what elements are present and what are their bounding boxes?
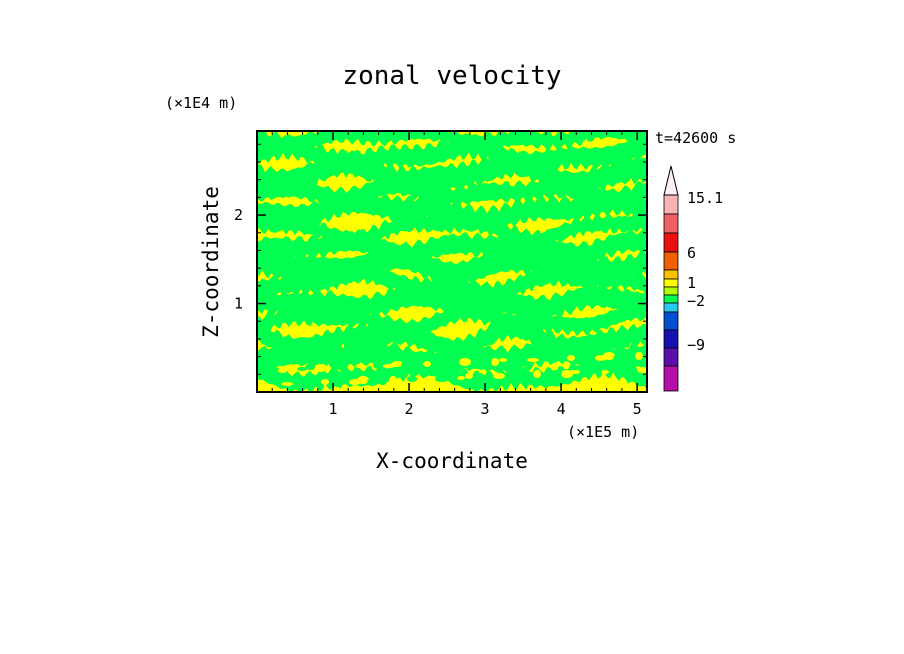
x-unit-label: (×1E5 m)	[567, 423, 639, 441]
chart-title: zonal velocity	[342, 61, 561, 91]
x-tick-label: 1	[329, 400, 338, 418]
colorbar-cell	[663, 194, 679, 215]
velocity-patch	[401, 361, 415, 369]
velocity-patch	[585, 355, 595, 359]
velocity-band	[257, 188, 647, 233]
colorbar-cell	[663, 294, 679, 304]
velocity-band	[257, 302, 647, 339]
velocity-patch	[459, 358, 471, 366]
velocity-patch	[257, 367, 271, 375]
x-tick-label: 3	[481, 400, 490, 418]
colorbar-cell	[663, 302, 679, 313]
velocity-patch	[279, 367, 287, 373]
colorbar-label: 6	[687, 244, 696, 262]
colorbar-cell	[663, 365, 679, 392]
velocity-patch	[637, 367, 647, 373]
velocity-band	[257, 261, 647, 304]
velocity-patch	[287, 364, 295, 372]
colorbar-label: −9	[687, 336, 705, 354]
velocity-patch	[315, 364, 327, 372]
plot-area	[257, 131, 647, 392]
velocity-patch	[561, 370, 573, 378]
velocity-patch	[349, 379, 361, 385]
velocity-patch	[339, 379, 349, 383]
velocity-patch	[499, 358, 507, 362]
velocity-patch	[297, 367, 307, 371]
colorbar: 15.1 6 1 −2 −9	[663, 165, 723, 392]
velocity-patch	[305, 364, 315, 370]
velocity-patch	[441, 361, 451, 365]
velocity-patch	[475, 373, 485, 381]
velocity-patch	[567, 355, 575, 361]
velocity-patch	[635, 352, 643, 360]
velocity-patch	[333, 364, 347, 370]
colorbar-cell	[663, 347, 679, 367]
velocity-patch	[299, 379, 313, 387]
colorbar-label: 1	[687, 274, 696, 292]
x-axis-label: X-coordinate	[376, 449, 528, 473]
x-tick-label: 4	[557, 400, 566, 418]
colorbar-cell	[663, 286, 679, 296]
y-tick-label: 2	[234, 206, 243, 224]
colorbar-cell	[663, 311, 679, 331]
colorbar-label: 15.1	[687, 189, 723, 207]
velocity-patch	[423, 361, 431, 367]
velocity-patch	[527, 358, 539, 362]
velocity-patch	[373, 361, 383, 369]
velocity-patch	[389, 376, 397, 384]
plot-frame	[256, 130, 648, 393]
y-unit-label: (×1E4 m)	[165, 94, 237, 112]
velocity-patch	[619, 367, 629, 375]
velocity-patch	[543, 373, 553, 377]
colorbar-cell	[663, 213, 679, 234]
velocity-patch	[435, 376, 449, 382]
velocity-patch	[477, 358, 491, 364]
velocity-patch	[355, 364, 363, 368]
velocity-patch	[579, 370, 593, 376]
colorbar-cell	[663, 329, 679, 349]
velocity-band	[257, 245, 647, 289]
y-axis-label: Z-coordinate	[199, 186, 223, 338]
colorbar-cell	[663, 251, 679, 271]
colorbar-arrow	[663, 165, 679, 196]
velocity-patch	[321, 379, 329, 385]
velocity-patch	[457, 376, 465, 380]
velocity-patch	[493, 373, 505, 379]
velocity-patch	[383, 364, 395, 368]
velocity-patch	[533, 370, 541, 378]
velocity-patch	[367, 379, 381, 383]
time-label: t=42600 s	[655, 129, 736, 147]
velocity-patch	[465, 373, 473, 379]
velocity-patch	[509, 358, 519, 364]
y-tick-label: 1	[234, 295, 243, 313]
colorbar-cell	[663, 278, 679, 288]
velocity-patch	[595, 355, 607, 361]
velocity-patch	[425, 376, 437, 380]
velocity-patch	[511, 373, 525, 377]
velocity-patch	[281, 382, 293, 386]
velocity-patch	[545, 355, 559, 363]
colorbar-cell	[663, 232, 679, 253]
velocity-patch	[551, 370, 561, 376]
velocity-band	[257, 336, 647, 379]
velocity-patch	[517, 355, 527, 363]
colorbar-label: −2	[687, 292, 705, 310]
velocity-patch	[407, 376, 417, 382]
velocity-patch	[601, 370, 609, 374]
x-tick-label: 2	[405, 400, 414, 418]
velocity-patch	[491, 358, 499, 366]
velocity-patch	[263, 352, 273, 358]
velocity-patch	[613, 355, 627, 359]
x-tick-label: 5	[633, 400, 642, 418]
colorbar-cell	[663, 269, 679, 280]
